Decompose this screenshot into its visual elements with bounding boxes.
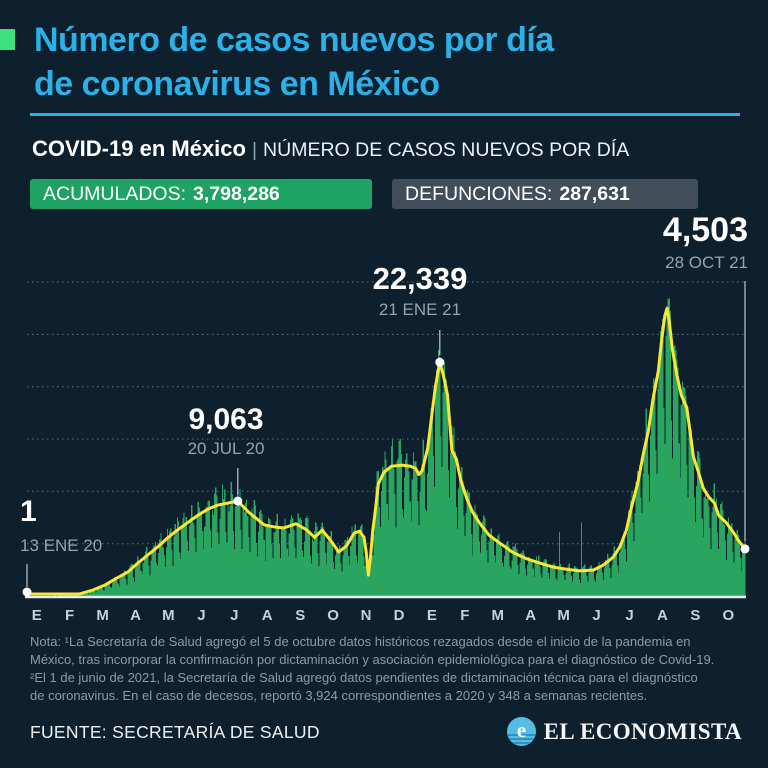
- footnote-line4: de coronavirus. En el caso de decesos, r…: [30, 688, 648, 703]
- month-label-16: M: [557, 607, 570, 624]
- seven-day-average-line: [25, 306, 747, 596]
- month-label-4: M: [162, 607, 175, 624]
- annotation-date-21ene21: 21 ENE 21: [378, 300, 462, 319]
- brand-logo: e EL ECONOMISTA: [506, 716, 742, 747]
- annotation-value-13ene20: 1: [20, 495, 37, 528]
- annotation-dot-2: [435, 357, 445, 367]
- footnote-line1: Nota: ¹La Secretaría de Salud agregó el …: [30, 634, 691, 649]
- page-title: Número de casos nuevos por día de corona…: [34, 18, 554, 106]
- svg-text:e: e: [516, 718, 525, 742]
- month-label-14: M: [492, 607, 505, 624]
- page-title-line1: Número de casos nuevos por día: [34, 21, 554, 59]
- month-label-19: A: [657, 607, 668, 624]
- annotation-value-20jul20: 9,063: [188, 403, 264, 436]
- el-economista-globe-icon: e: [506, 717, 536, 746]
- annotation-dot-0: [22, 587, 32, 597]
- month-label-0: E: [32, 607, 42, 624]
- annotation-date-20jul20: 20 JUL 20: [187, 439, 265, 458]
- chart-subtitle: COVID-19 en México | NÚMERO DE CASOS NUEVO…: [32, 136, 752, 162]
- annotation-dot-3: [740, 544, 750, 554]
- annotation-date-13ene20: 13 ENE 20: [20, 536, 103, 555]
- month-label-11: D: [394, 607, 405, 624]
- month-label-13: F: [460, 607, 469, 624]
- month-label-8: S: [295, 607, 305, 624]
- footnote: Nota: ¹La Secretaría de Salud agregó el …: [30, 633, 714, 705]
- accumulated-badge: ACUMULADOS: 3,798,286: [30, 179, 372, 209]
- footnote-line3: ²El 1 de junio de 2021, la Secretaría de…: [30, 670, 698, 685]
- accent-square: [0, 29, 15, 50]
- subtitle-bold: COVID-19 en México: [32, 136, 246, 161]
- month-label-5: J: [197, 607, 205, 624]
- month-label-10: N: [361, 607, 372, 624]
- accumulated-value: 3,798,286: [193, 182, 280, 205]
- annotation-dot-1: [233, 496, 243, 506]
- month-label-3: A: [130, 607, 141, 624]
- month-label-2: M: [96, 607, 109, 624]
- month-label-9: O: [327, 607, 339, 624]
- month-label-6: J: [230, 607, 238, 624]
- annotation-date-28oct21: 28 OCT 21: [665, 253, 748, 272]
- title-divider: [30, 113, 740, 116]
- accumulated-label: ACUMULADOS:: [43, 182, 187, 205]
- footnote-line2: México, tras incorporar la confirmación …: [30, 652, 715, 667]
- subtitle-separator: |: [251, 139, 258, 161]
- brand-name: EL ECONOMISTA: [543, 718, 742, 744]
- month-label-12: E: [427, 607, 437, 624]
- subtitle-rest: NÚMERO DE CASOS NUEVOS POR DÍA: [263, 139, 630, 161]
- annotation-value-21ene21: 22,339: [372, 261, 468, 296]
- month-label-18: J: [625, 607, 633, 624]
- month-label-7: A: [262, 607, 273, 624]
- deaths-label: DEFUNCIONES:: [405, 182, 553, 205]
- month-label-21: O: [722, 607, 734, 624]
- month-label-15: A: [525, 607, 536, 624]
- deaths-badge: DEFUNCIONES: 287,631: [392, 179, 698, 209]
- source-credit: FUENTE: SECRETARÍA DE SALUD: [30, 722, 320, 742]
- month-label-20: S: [690, 607, 700, 624]
- month-label-17: J: [592, 607, 600, 624]
- annotation-value-28oct21: 4,503: [662, 211, 748, 249]
- deaths-value: 287,631: [559, 182, 630, 205]
- page-title-line2: de coronavirus en México: [34, 65, 440, 103]
- month-label-1: F: [65, 607, 74, 624]
